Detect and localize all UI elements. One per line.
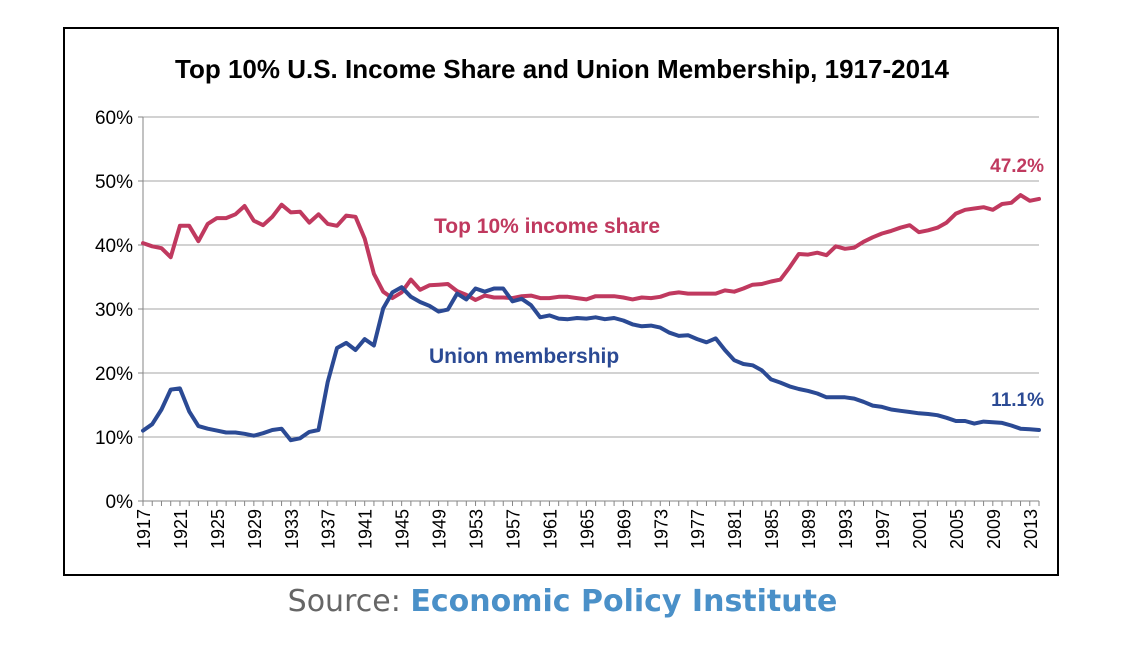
y-tick-label: 60%	[95, 108, 133, 129]
y-tick-label: 30%	[95, 300, 133, 321]
x-tick-label: 1973	[651, 509, 671, 549]
x-tick-label: 1937	[319, 509, 339, 549]
axes: 0% 10% 20% 30% 40% 50% 60% 1917 1921 1925 1929 1933…	[95, 108, 1041, 549]
x-tick-label: 2013	[1021, 509, 1041, 549]
x-tick-label: 1945	[393, 509, 413, 549]
x-tick-label: 1949	[430, 509, 450, 549]
x-tick-label: 1925	[208, 509, 228, 549]
x-tick-label: 1965	[577, 509, 597, 549]
x-tick-label: 1969	[614, 509, 634, 549]
x-tick-label: 2005	[947, 509, 967, 549]
chart-title: Top 10% U.S. Income Share and Union Memb…	[175, 54, 950, 84]
x-tick-label: 1957	[503, 509, 523, 549]
x-tick-label: 1997	[873, 509, 893, 549]
top-income-end-value: 47.2%	[990, 156, 1044, 177]
x-tick-label: 1961	[540, 509, 560, 549]
x-tick-label: 1941	[356, 509, 376, 549]
x-tick-label: 1989	[799, 509, 819, 549]
union-membership-annotation: Union membership	[429, 345, 619, 368]
x-tick-label: 1981	[725, 509, 745, 549]
x-tick-label: 1933	[282, 509, 302, 549]
gridlines	[143, 116, 1039, 438]
line-chart: Top 10% U.S. Income Share and Union Memb…	[95, 54, 1044, 549]
source-name: Economic Policy Institute	[410, 584, 838, 619]
y-tick-label: 10%	[95, 428, 133, 449]
y-tick-label: 20%	[95, 364, 133, 385]
union-membership-line	[141, 285, 1041, 443]
x-tick-label: 1953	[467, 509, 487, 549]
series-lines	[141, 193, 1041, 443]
y-tick-label: 40%	[95, 236, 133, 257]
top-income-share-line	[141, 193, 1041, 302]
x-tick-label: 1917	[134, 509, 154, 549]
chart-frame: Top 10% U.S. Income Share and Union Memb…	[63, 27, 1059, 576]
source-credit: Source: Economic Policy Institute	[0, 584, 1125, 619]
x-tick-label: 2001	[910, 509, 930, 549]
union-end-value: 11.1%	[991, 390, 1044, 411]
y-tick-label: 0%	[106, 492, 134, 513]
x-tick-label: 2009	[984, 509, 1004, 549]
top-income-annotation: Top 10% income share	[434, 215, 660, 238]
x-tick-label: 1921	[171, 509, 191, 549]
x-tick-label: 1929	[245, 509, 265, 549]
y-tick-label: 50%	[95, 172, 133, 193]
x-tick-label: 1985	[762, 509, 782, 549]
source-label: Source:	[287, 584, 401, 619]
x-tick-label: 1977	[688, 509, 708, 549]
x-tick-label: 1993	[836, 509, 856, 549]
